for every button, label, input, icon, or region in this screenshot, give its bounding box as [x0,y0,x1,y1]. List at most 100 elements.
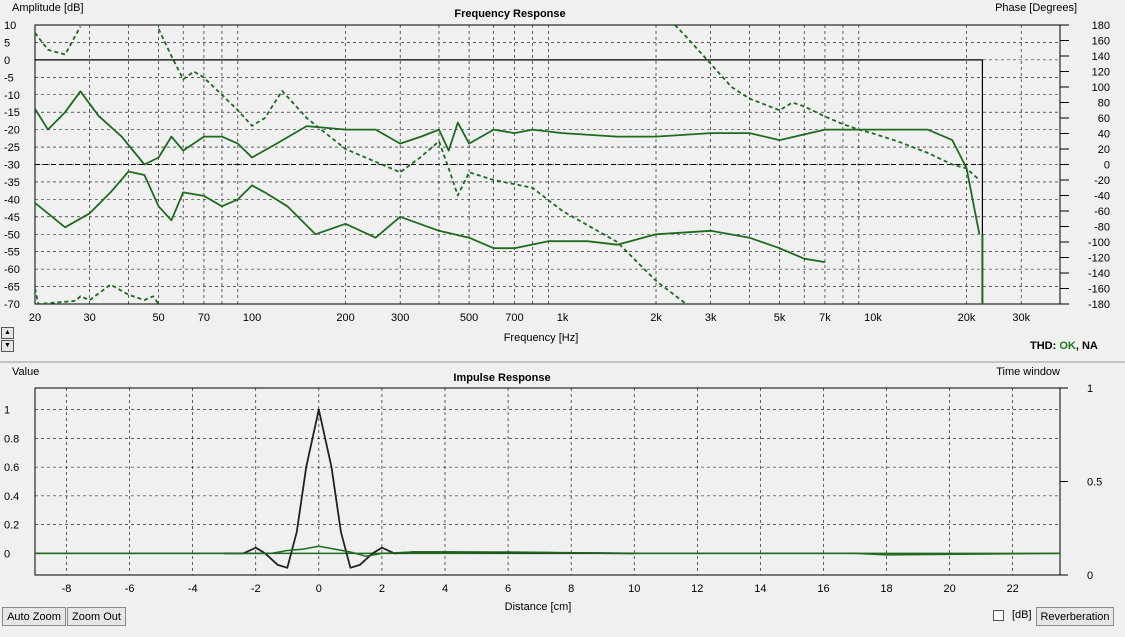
imp-tick-labels: -8 -6 -4 -2 0 2 4 6 8 10 12 14 16 18 20 2210.80.60.40.2… [4,383,1102,595]
freq-y-tick-label: -35 [4,177,20,189]
freq-y-tick-label: -15 [4,107,20,119]
imp-x-tick-label: 6 [505,583,511,595]
freq-x-tick-label: 1k [557,312,569,324]
freq-series-line-3 [157,28,687,304]
freq-y2-tick-label: -120 [1088,253,1110,265]
imp-x-label: Distance [cm] [505,601,572,613]
freq-x-tick-label: 100 [243,312,261,324]
freq-y-tick-label: -25 [4,142,20,154]
freq-series-line-4 [674,25,981,181]
freq-x-tick-label: 200 [336,312,354,324]
freq-x-tick-label: 3k [705,312,717,324]
imp-y2-tick-label: 1 [1087,383,1093,395]
freq-series-line-2 [35,26,82,56]
freq-y2-tick-label: 40 [1098,129,1110,141]
freq-y-tick-label: 5 [4,37,10,49]
freq-y2-tick-label: 100 [1092,82,1110,94]
imp-x-tick-label: 8 [568,583,574,595]
imp-y2-tick-label: 0 [1087,570,1093,582]
freq-series-line-1 [35,170,826,263]
freq-x-tick-label: 300 [391,312,409,324]
imp-y-tick-label: 1 [4,405,10,417]
freq-y2-tick-label: -80 [1094,222,1110,234]
freq-y2-tick-label: 0 [1104,160,1110,172]
imp-x-tick-label: 16 [817,583,829,595]
imp-y-tick-label: 0.4 [4,491,19,503]
zoom-out-button[interactable]: Zoom Out [67,607,126,626]
freq-y2-tick-label: -100 [1088,237,1110,249]
freq-window-box [35,59,984,304]
freq-y-tick-label: -40 [4,194,20,206]
imp-x-tick-label: -8 [62,583,72,595]
freq-y2-tick-label: -140 [1088,268,1110,280]
imp-x-tick-label: 20 [943,583,955,595]
freq-y-tick-label: -65 [4,282,20,294]
imp-x-tick-label: -4 [188,583,198,595]
freq-x-tick-label: 20 [29,312,41,324]
imp-x-tick-label: 2 [379,583,385,595]
imp-y-tick-label: 0.2 [4,520,19,532]
scroll-down-button[interactable]: ▼ [1,340,14,352]
imp-series-line-1 [35,545,1061,558]
freq-y2-tick-label: -160 [1088,284,1110,296]
thd-ok: OK [1059,340,1076,352]
freq-x-tick-label: 7k [819,312,831,324]
freq-y-right-label: Phase [Degrees] [995,2,1077,14]
freq-y2-tick-label: 180 [1092,20,1110,32]
freq-x-tick-label: 2k [650,312,662,324]
imp-x-tick-label: 4 [442,583,448,595]
imp-x-tick-label: 18 [880,583,892,595]
freq-y2-tick-label: -40 [1094,191,1110,203]
freq-y-tick-label: 0 [4,55,10,67]
freq-y-tick-label: -55 [4,247,20,259]
freq-y2-tick-label: 60 [1098,113,1110,125]
freq-x-tick-label: 700 [505,312,523,324]
freq-y2-tick-label: 20 [1098,144,1110,156]
freq-y2-tick-label: -60 [1094,206,1110,218]
freq-y-tick-label: -45 [4,212,20,224]
auto-zoom-button[interactable]: Auto Zoom [2,607,66,626]
imp-x-tick-label: 10 [628,583,640,595]
scroll-up-button[interactable]: ▲ [1,327,14,339]
imp-x-tick-label: 22 [1007,583,1019,595]
freq-y-tick-label: -20 [4,125,20,137]
thd-label: THD: [1030,340,1057,352]
imp-y2-tick-label: 0.5 [1087,477,1102,489]
freq-y2-tick-label: 120 [1092,67,1110,79]
freq-y2-tick-label: 80 [1098,98,1110,110]
db-checkbox[interactable] [993,610,1004,621]
freq-y-tick-label: -30 [4,160,20,172]
freq-y2-tick-label: 140 [1092,51,1110,63]
freq-title: Frequency Response [454,8,565,20]
freq-curves [35,25,984,304]
freq-series-line-0 [35,90,981,235]
reverberation-button[interactable]: Reverberation [1036,607,1114,626]
freq-y2-tick-label: 160 [1092,36,1110,48]
freq-x-label: Frequency [Hz] [504,332,579,344]
imp-plot-area [34,387,1061,576]
imp-curves [35,408,1061,569]
freq-x-tick-label: 50 [152,312,164,324]
imp-y-tick-label: 0.6 [4,462,19,474]
freq-x-tick-label: 30 [84,312,96,324]
freq-x-tick-label: 500 [460,312,478,324]
freq-x-tick-label: 70 [198,312,210,324]
freq-y2-tick-label: -20 [1094,175,1110,187]
freq-x-tick-label: 30k [1012,312,1030,324]
freq-y-left-label: Amplitude [dB] [12,2,84,14]
imp-y-left-label: Value [12,366,39,378]
imp-x-tick-label: 0 [316,583,322,595]
imp-y-tick-label: 0.8 [4,433,19,445]
freq-y2-tick-label: -180 [1088,299,1110,311]
freq-y-tick-label: -10 [4,90,20,102]
freq-y-tick-label: -50 [4,229,20,241]
freq-y-tick-label: -70 [4,299,20,311]
freq-x-tick-label: 5k [774,312,786,324]
imp-y-tick-label: 0 [4,548,10,560]
db-checkbox-label: [dB] [1012,609,1032,621]
freq-x-tick-label: 10k [864,312,882,324]
freq-x-tick-label: 20k [958,312,976,324]
imp-title: Impulse Response [453,372,550,384]
freq-y-tick-label: -60 [4,264,20,276]
